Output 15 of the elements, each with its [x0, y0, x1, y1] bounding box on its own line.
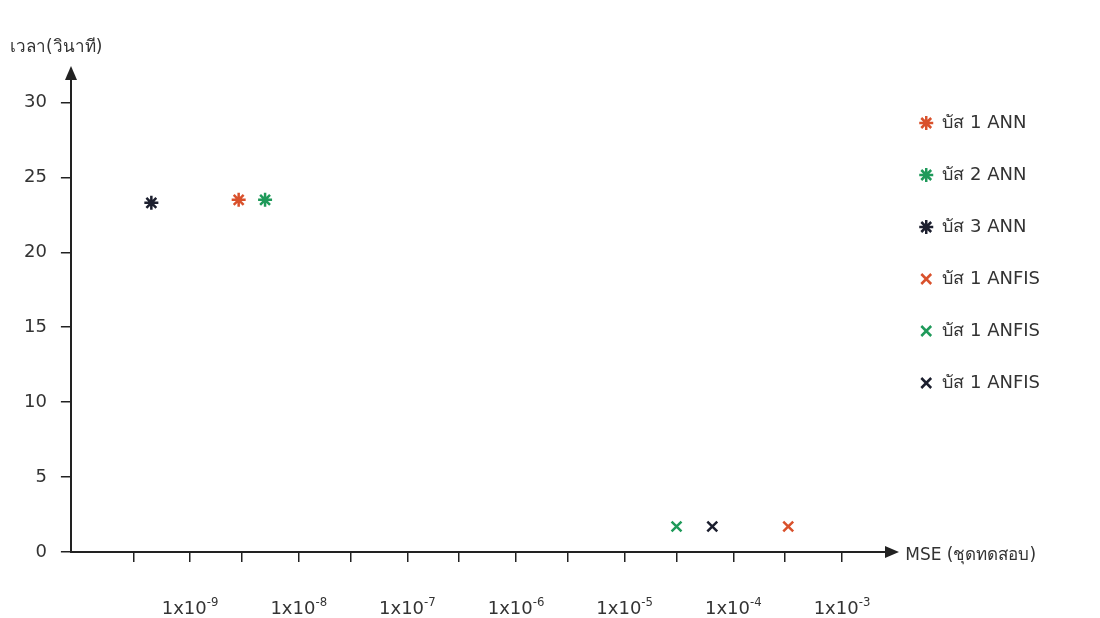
y-tick-label: 30 [24, 90, 47, 112]
legend-label: บัส 3 ANN [942, 214, 1027, 236]
y-tick-label: 0 [35, 539, 47, 561]
y-tick-label: 25 [24, 165, 47, 187]
y-axis-title: เวลา(วินาที) [10, 36, 103, 57]
y-tick-label: 20 [24, 239, 47, 261]
legend-label: บัส 1 ANFIS [942, 370, 1040, 392]
legend-label: บัส 1 ANFIS [942, 318, 1040, 340]
legend-label: บัส 2 ANN [942, 162, 1027, 184]
y-tick-label: 10 [24, 389, 47, 411]
y-tick-label: 5 [35, 464, 47, 486]
x-axis-title: MSE (ชุดทดสอบ) [905, 544, 1037, 566]
legend-label: บัส 1 ANFIS [942, 266, 1040, 288]
legend-label: บัส 1 ANN [942, 110, 1027, 132]
y-tick-label: 15 [24, 314, 47, 336]
